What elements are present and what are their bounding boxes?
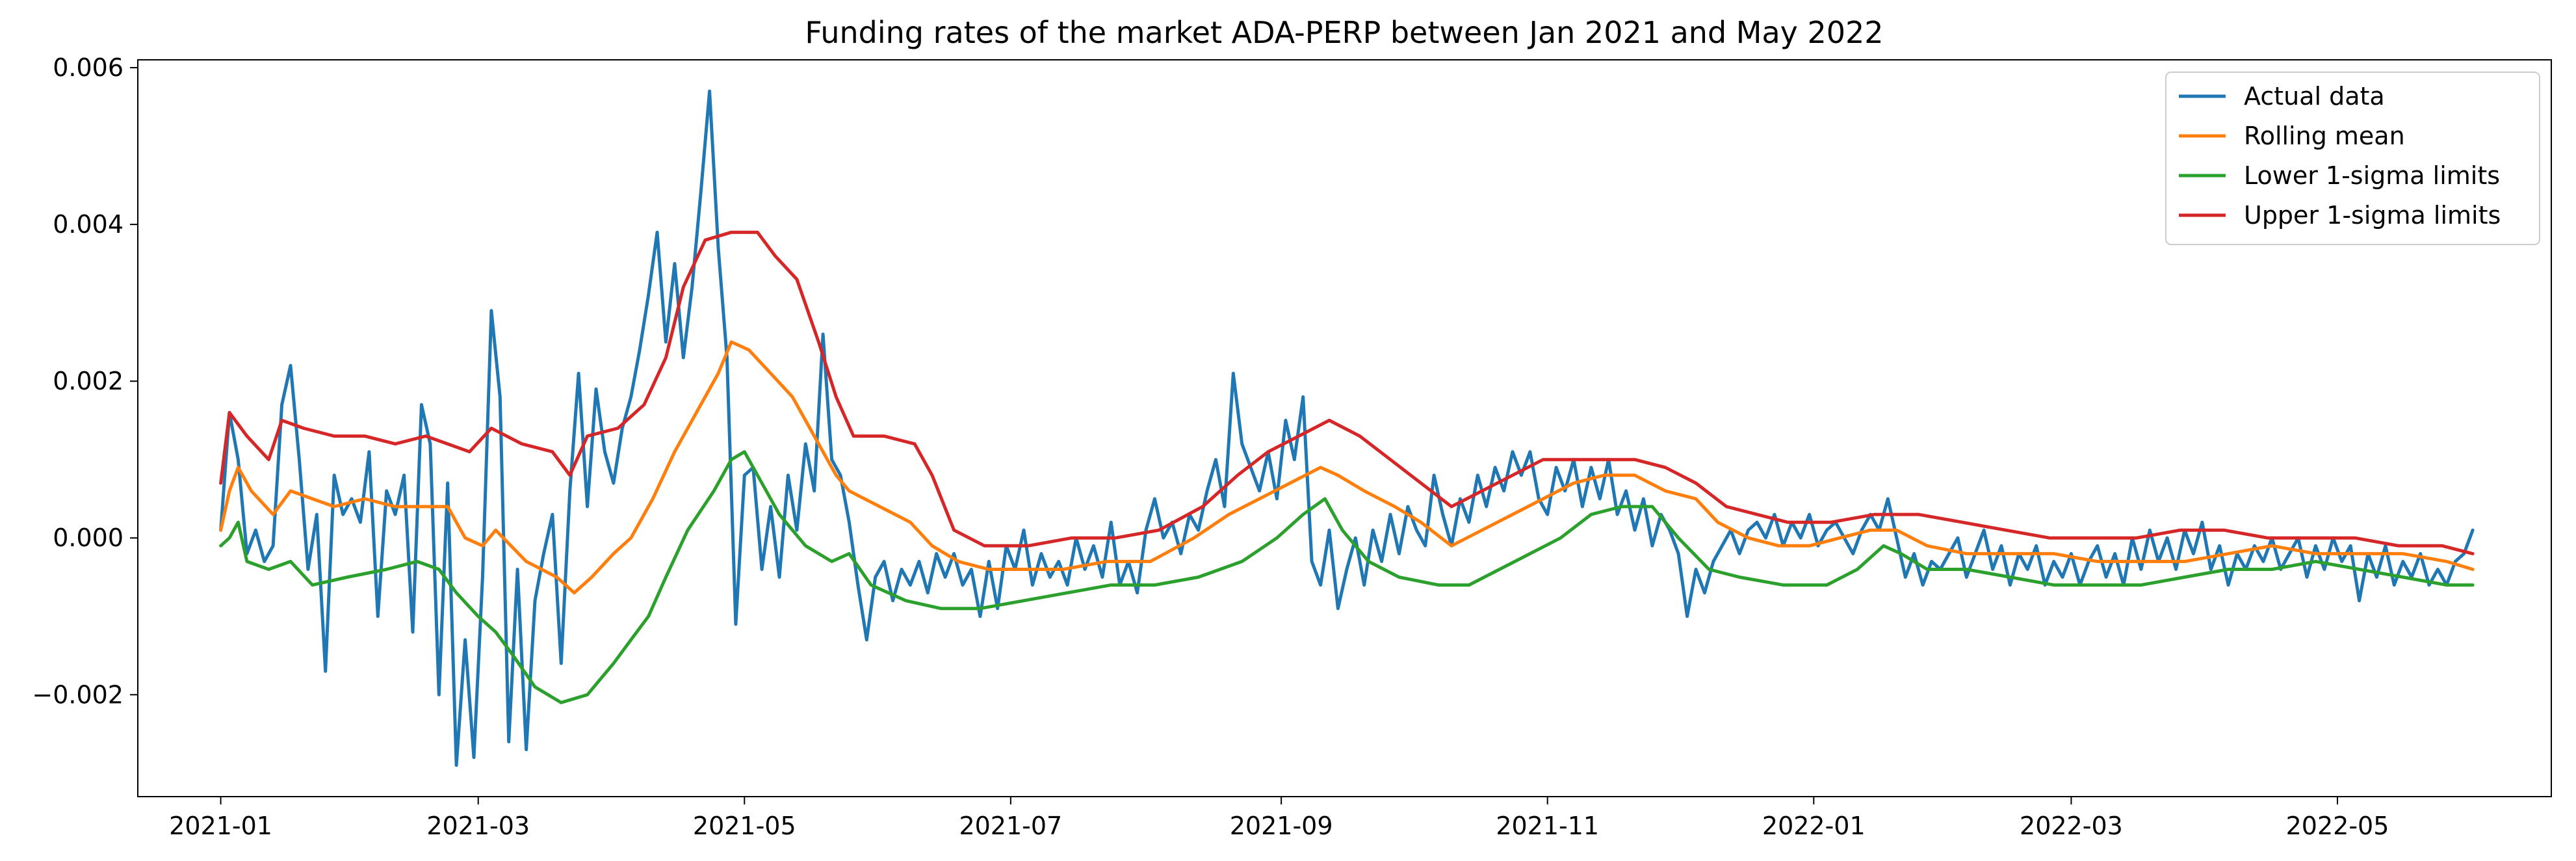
x-tick-label: 2021-01 [169,812,272,840]
legend-label-lower-1-sigma-limits: Lower 1-sigma limits [2244,161,2500,190]
y-tick-label: 0.004 [53,210,124,239]
x-tick-label: 2021-09 [1230,812,1333,840]
x-tick-label: 2021-11 [1496,812,1599,840]
series-line-rolling-mean [219,340,2475,595]
x-tick-label: 2022-05 [2286,812,2389,840]
x-tick-label: 2022-01 [1762,812,1866,840]
y-axis-ticks: −0.002 0.000 0.002 0.004 0.006 [32,53,138,709]
x-axis-ticks: 2021-01 2021-03 2021-05 2021-07 2021-09 2021-… [169,797,2389,840]
x-tick-label: 2022-03 [2020,812,2123,840]
legend-label-upper-1-sigma-limits: Upper 1-sigma limits [2244,201,2501,230]
x-tick-label: 2021-07 [959,812,1062,840]
y-tick-label: 0.006 [53,53,124,82]
y-tick-label: 0.002 [53,367,124,395]
legend-frame [2165,72,2540,245]
chart-title: Funding rates of the market ADA-PERP bet… [805,15,1883,50]
series-line-lower-1-sigma-limits [219,450,2475,704]
x-tick-label: 2021-03 [426,812,530,840]
series-line-upper-1-sigma-limits [219,230,2475,555]
axes-frame [137,59,2552,797]
series-layer [219,89,2475,767]
series-line-actual-data [219,89,2475,767]
legend-label-rolling-mean: Rolling mean [2244,122,2405,150]
legend-label-actual-data: Actual data [2244,82,2385,111]
y-tick-label: 0.000 [53,523,124,552]
x-tick-label: 2021-05 [693,812,796,840]
y-tick-label: −0.002 [32,680,124,709]
legend: Actual data Rolling mean Lower 1-sigma lim… [2165,72,2540,245]
